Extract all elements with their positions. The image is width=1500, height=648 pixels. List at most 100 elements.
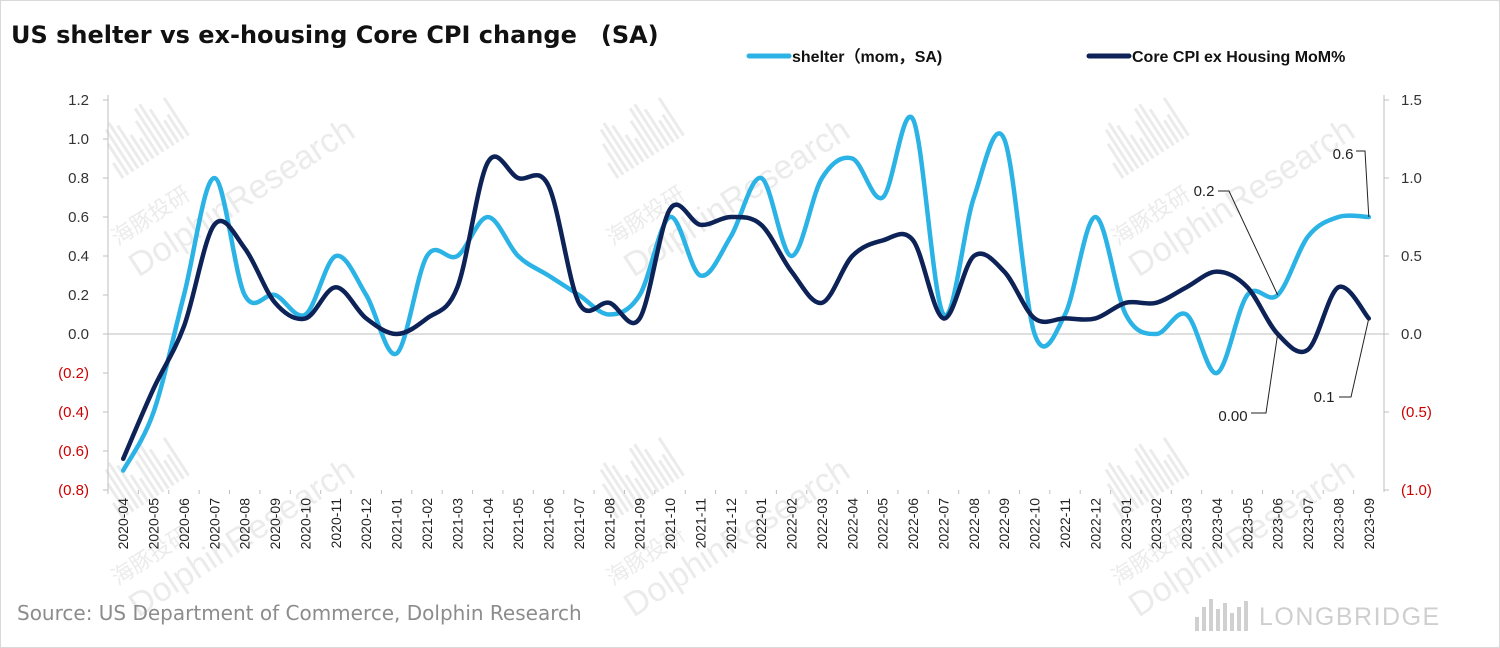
watermark-bar	[1129, 474, 1150, 503]
data-point	[973, 255, 975, 257]
annotation-label: 0.00	[1218, 408, 1247, 425]
annotation-label: 0.2	[1194, 183, 1215, 200]
data-point	[1185, 313, 1188, 316]
watermark-bar	[112, 502, 125, 519]
right-axis-tick-label: (1.0)	[1401, 482, 1432, 499]
data-point	[486, 216, 489, 218]
data-point	[699, 274, 702, 277]
data-point	[1216, 372, 1218, 374]
data-point	[304, 317, 307, 320]
data-point	[547, 185, 550, 187]
x-axis-label: 2020-04	[115, 498, 131, 550]
annotation-leader	[1218, 190, 1279, 296]
watermark-bar	[1106, 142, 1130, 176]
watermark-bar	[1133, 447, 1165, 493]
watermark-bar	[1134, 459, 1160, 497]
left-axis-tick-label: 0.8	[68, 170, 89, 187]
data-point	[486, 161, 489, 164]
annotation-leader	[1356, 150, 1370, 218]
watermark-bar	[134, 459, 160, 497]
watermark-bar	[629, 459, 655, 497]
watermark-bars	[104, 437, 190, 519]
data-point	[912, 118, 914, 121]
left-axis-tick-label: (0.2)	[58, 365, 89, 382]
data-point	[1246, 294, 1249, 296]
left-axis-tick-label: (0.8)	[58, 482, 89, 499]
x-axis-label: 2020-12	[358, 498, 374, 550]
watermark-bar	[602, 462, 635, 510]
watermark-bar	[148, 448, 175, 487]
watermark-bar	[134, 119, 160, 157]
x-axis-label: 2021-03	[449, 498, 465, 550]
data-point	[851, 157, 854, 160]
watermark-bar	[599, 128, 630, 173]
watermark-bar	[138, 103, 170, 150]
data-point	[183, 325, 185, 328]
data-point	[152, 411, 155, 413]
x-axis-label: 2023-03	[1179, 498, 1195, 550]
x-axis-label: 2023-02	[1148, 498, 1164, 550]
watermark-bar	[107, 462, 140, 510]
x-axis-label: 2022-08	[966, 498, 982, 550]
data-point	[942, 317, 945, 320]
x-axis-label: 2021-10	[662, 498, 678, 550]
watermark-bar	[1116, 124, 1145, 166]
annotation-leader	[1251, 333, 1279, 414]
data-point	[243, 294, 246, 296]
watermark-bar	[633, 477, 650, 500]
watermark-bar	[1162, 437, 1190, 477]
watermark-bar	[601, 482, 625, 516]
data-point	[730, 216, 732, 218]
x-axis-label: 2022-03	[814, 498, 830, 550]
right-axis-tick-label: 1.5	[1401, 92, 1422, 109]
data-point	[122, 469, 124, 472]
shelter-line	[120, 114, 1372, 473]
watermark-bar	[163, 119, 180, 143]
data-point	[760, 177, 762, 179]
watermark-bar	[163, 459, 180, 483]
data-point	[395, 352, 398, 355]
data-point	[152, 387, 155, 390]
x-axis-label: 2021-01	[389, 498, 405, 550]
data-point	[213, 224, 216, 226]
left-axis-tick-label: 1.0	[68, 131, 89, 148]
watermark-bar	[162, 97, 190, 137]
watermark-bar	[1134, 119, 1160, 157]
watermark-bar	[1133, 107, 1165, 153]
shelter-line-points	[122, 118, 1370, 472]
data-point	[1337, 216, 1340, 218]
data-point	[1307, 235, 1309, 238]
x-axis-label: 2023-05	[1239, 498, 1255, 550]
data-point	[122, 458, 124, 460]
data-point	[1307, 348, 1309, 351]
watermark-bar	[106, 142, 130, 176]
data-point	[335, 286, 337, 289]
watermark-bar	[633, 137, 650, 160]
data-point	[1094, 216, 1097, 218]
x-axis-label: 2021-11	[692, 498, 708, 549]
watermark-bar	[116, 464, 145, 506]
data-point	[699, 224, 702, 226]
chart-title: US shelter vs ex-housing Core CPI change…	[11, 21, 659, 49]
watermark-bar	[162, 437, 190, 477]
data-point	[213, 177, 216, 179]
data-point	[426, 317, 428, 320]
watermark-bar	[1138, 477, 1155, 500]
watermark-bar	[643, 448, 670, 487]
watermark-bar	[661, 453, 680, 480]
x-axis-label: 2023-06	[1270, 498, 1286, 550]
watermark-bars	[599, 97, 685, 179]
x-axis-label: 2021-12	[723, 498, 739, 550]
watermark-bar	[116, 124, 145, 166]
watermark-bar	[1129, 134, 1150, 163]
watermark-bar	[1138, 103, 1170, 150]
data-point	[1033, 317, 1036, 320]
left-axis-tick-label: 0.2	[68, 287, 89, 304]
watermark-bar	[1112, 162, 1125, 179]
watermark-bar	[1116, 464, 1145, 506]
x-axis-label: 2020-06	[176, 498, 192, 550]
watermark-bars	[1104, 97, 1190, 179]
data-point	[1337, 286, 1340, 289]
x-axis-label: 2021-05	[510, 498, 526, 550]
